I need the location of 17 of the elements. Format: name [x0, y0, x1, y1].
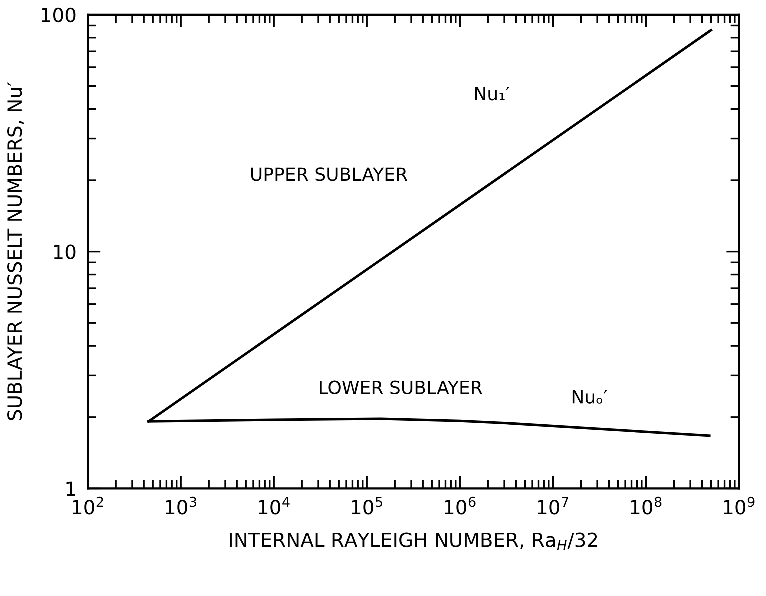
annotation: Nu₁′	[475, 87, 510, 101]
x-axis-title: INTERNAL RAYLEIGH NUMBER, Ra$_{H}$/32	[230, 532, 598, 550]
x-tick-label: 10$^{3}$	[166, 496, 196, 515]
x-tick-label: 10$^{6}$	[445, 496, 476, 515]
x-tick-label: 10$^{9}$	[724, 496, 755, 515]
y-tick-label: 100	[42, 8, 76, 23]
x-tick-label: 10$^{7}$	[538, 497, 568, 515]
y-axis-title: SUBLAYER NUSSELT NUMBERS, Nu′	[8, 82, 24, 420]
x-tick-label: 10$^{2}$	[73, 496, 104, 515]
annotation: Nuₒ′	[572, 390, 608, 404]
x-tick-label: 10$^{4}$	[259, 497, 290, 515]
x-tick-label: 10$^{5}$	[352, 497, 382, 515]
y-tick-label: 1	[66, 482, 76, 496]
x-tick-label: 10$^{8}$	[631, 496, 662, 515]
annotation: LOWER SUBLAYER	[320, 380, 482, 394]
y-tick-label: 10	[54, 244, 76, 260]
annotation: UPPER SUBLAYER	[251, 168, 408, 182]
